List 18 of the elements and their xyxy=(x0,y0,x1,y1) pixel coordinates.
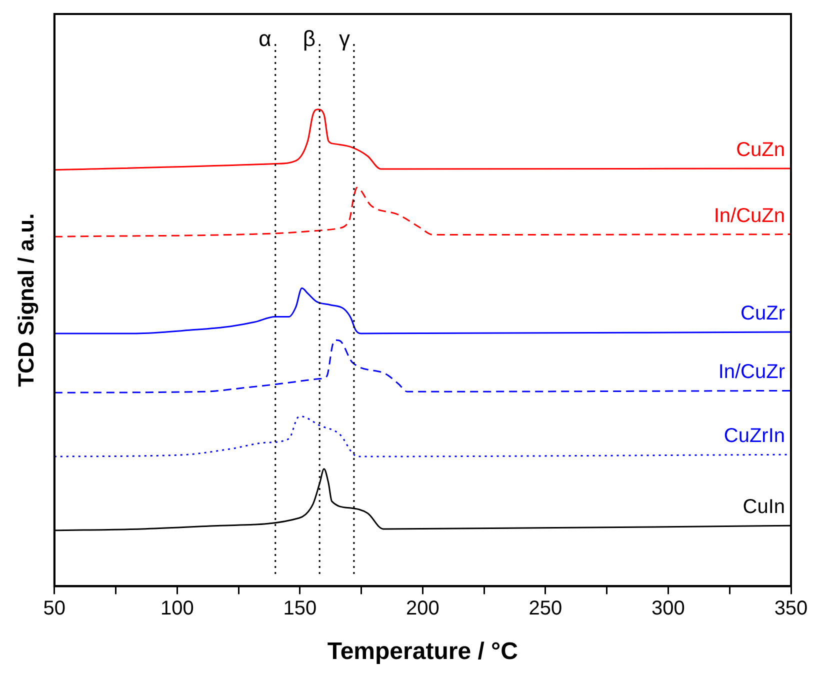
series-label: In/CuZr xyxy=(718,361,786,384)
ref-line-label: α xyxy=(258,26,272,52)
series-label: In/CuZn xyxy=(714,204,785,227)
series-label: CuIn xyxy=(742,496,785,518)
x-tick-label: 150 xyxy=(283,598,317,620)
x-axis-title: Temperature / °C xyxy=(327,638,518,666)
series-label: CuZn xyxy=(736,139,785,162)
ref-line-label: γ xyxy=(338,26,350,52)
x-tick-label: 100 xyxy=(160,598,194,620)
x-tick-label: 350 xyxy=(774,598,808,620)
series-label: CuZrIn xyxy=(724,425,785,448)
x-tick-label: 300 xyxy=(652,598,685,620)
series-label: CuZr xyxy=(740,302,786,325)
ref-line-label: β xyxy=(302,26,316,52)
x-tick-label: 50 xyxy=(43,598,66,620)
x-tick-label: 200 xyxy=(406,598,440,620)
y-axis-title: TCD Signal / a.u. xyxy=(13,213,38,387)
x-tick-label: 250 xyxy=(528,598,562,620)
